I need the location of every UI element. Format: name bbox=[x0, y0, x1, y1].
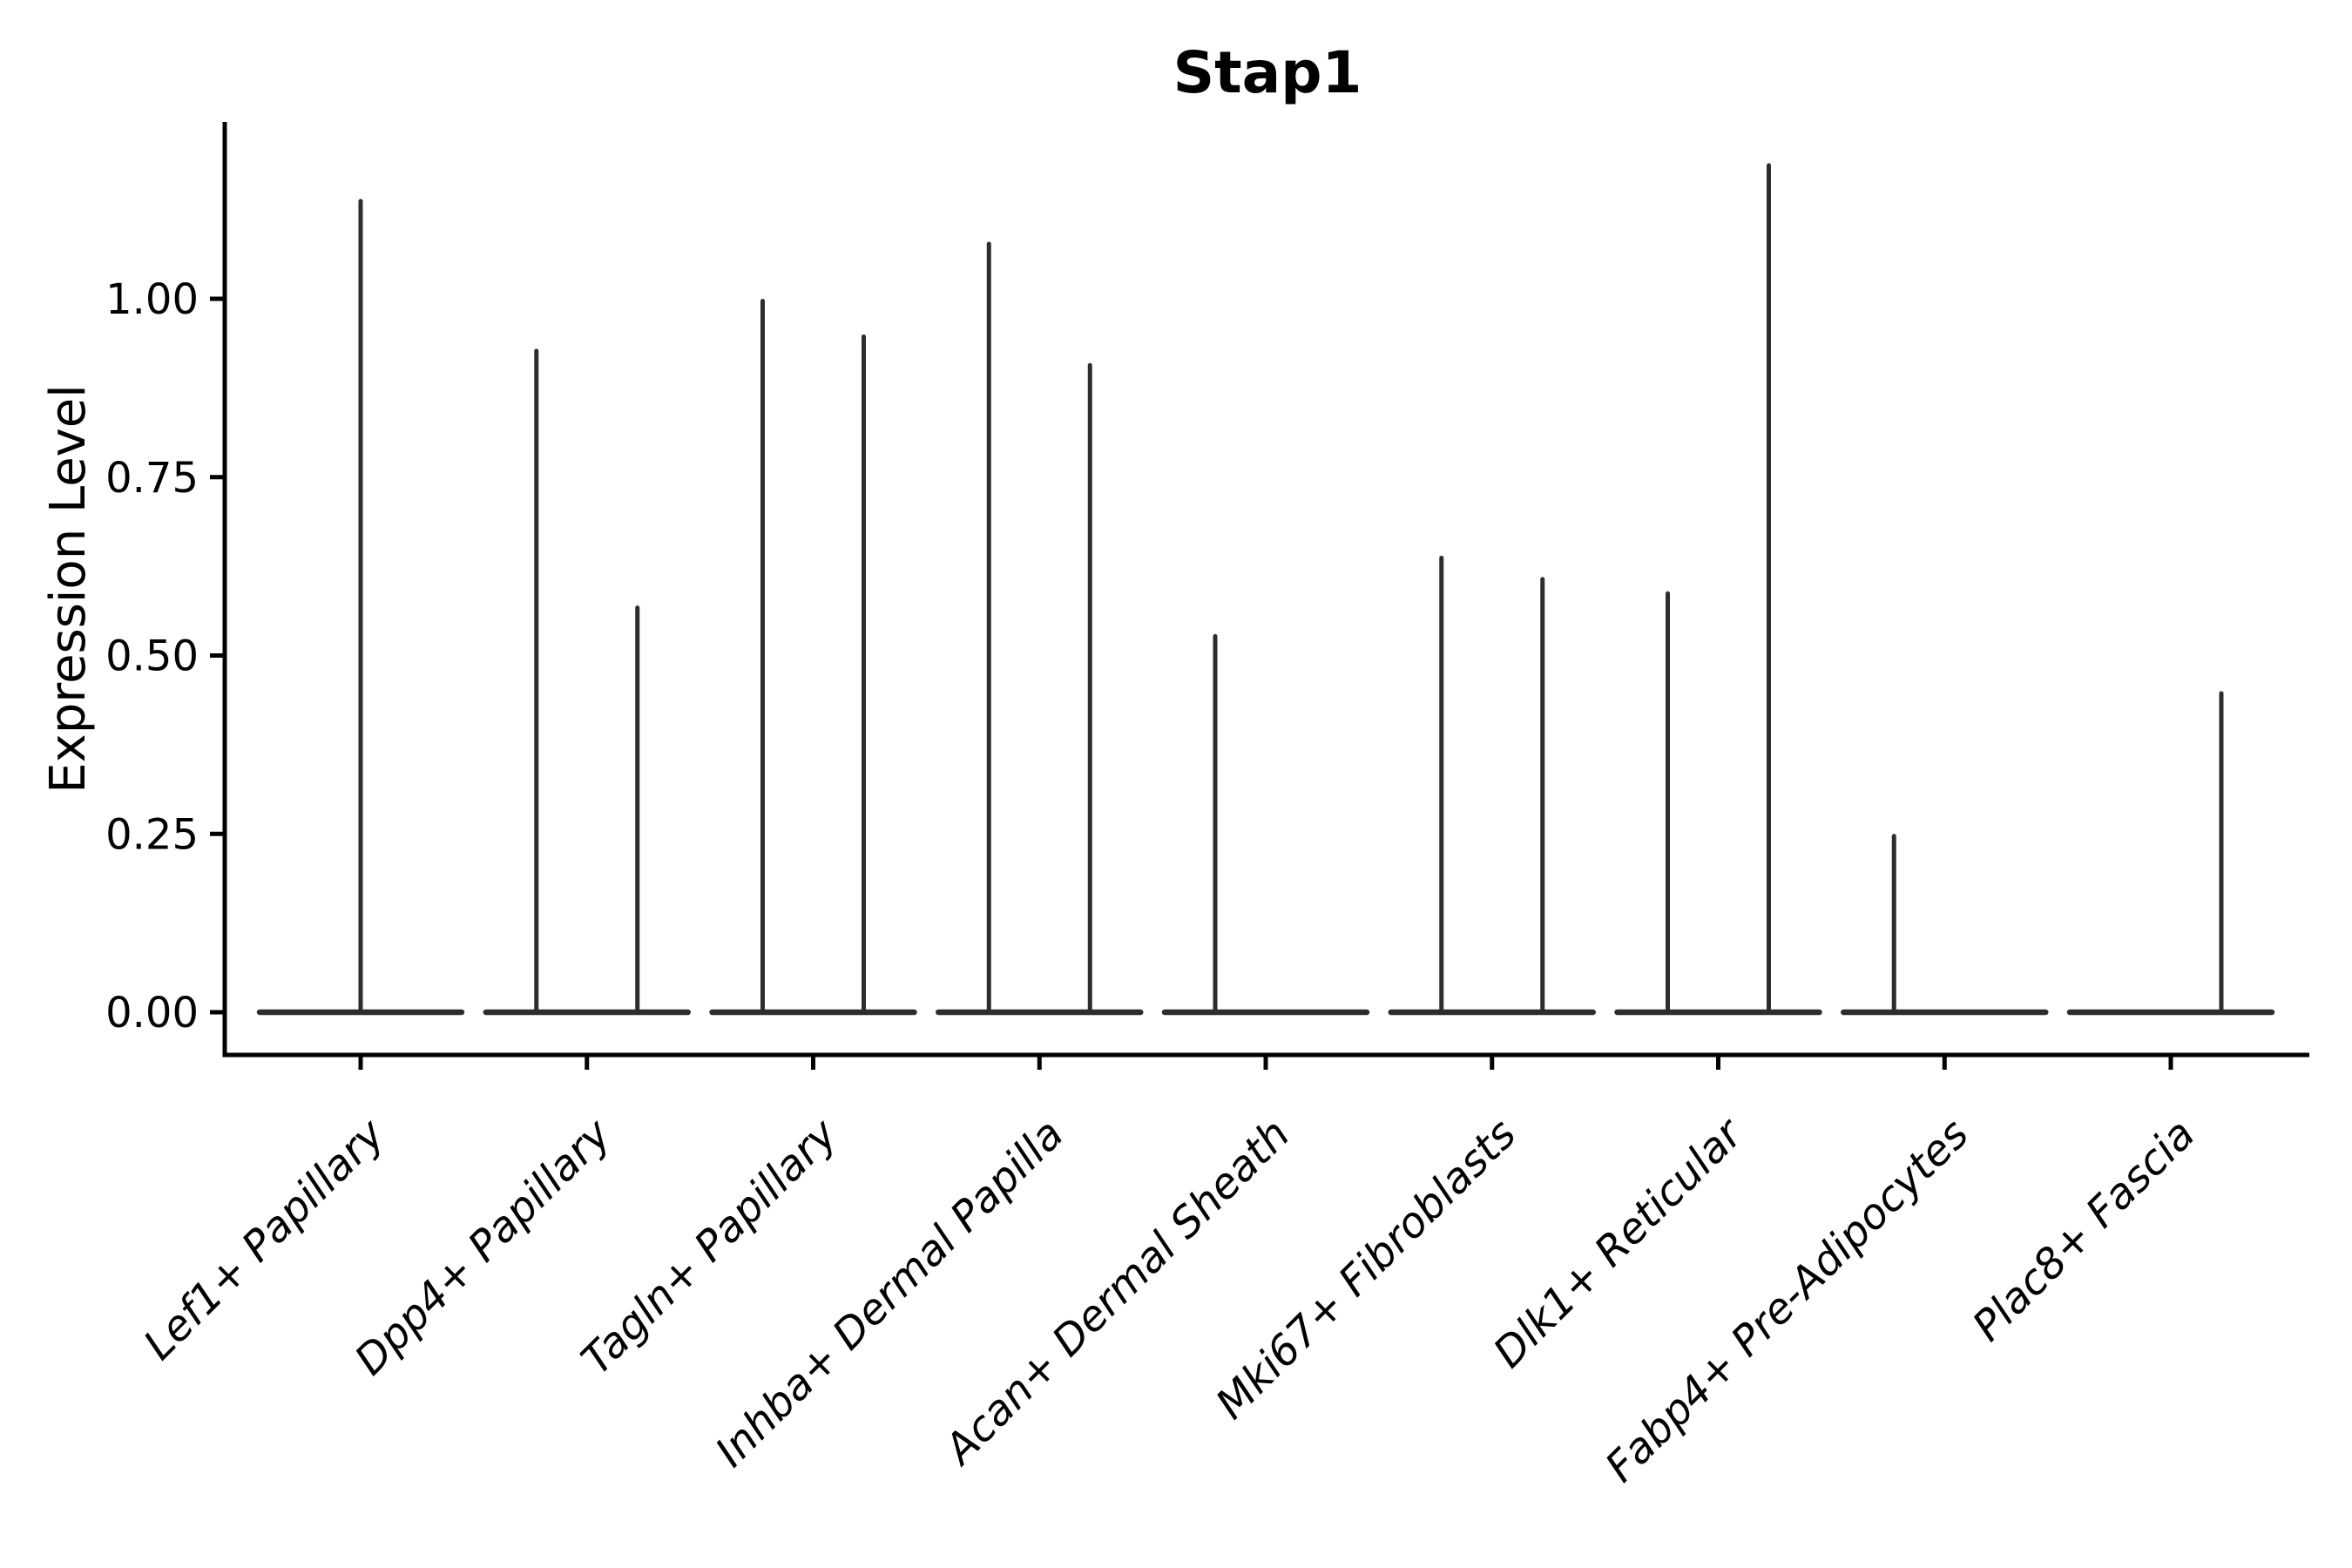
y-tick-label: 0.25 bbox=[105, 810, 199, 859]
y-tick-label: 0.50 bbox=[105, 632, 199, 681]
y-axis-ticks: 0.00 0.25 0.50 0.75 1.00 bbox=[105, 275, 223, 1037]
y-tick-label: 0.75 bbox=[105, 454, 199, 503]
y-axis-label: Expression Level bbox=[40, 384, 97, 794]
y-tick-label: 0.00 bbox=[105, 989, 199, 1037]
y-tick-label: 1.00 bbox=[105, 275, 199, 324]
plot-title: Stap1 bbox=[1173, 39, 1362, 106]
violins bbox=[256, 163, 2275, 1016]
x-axis-ticks bbox=[358, 1055, 2173, 1070]
